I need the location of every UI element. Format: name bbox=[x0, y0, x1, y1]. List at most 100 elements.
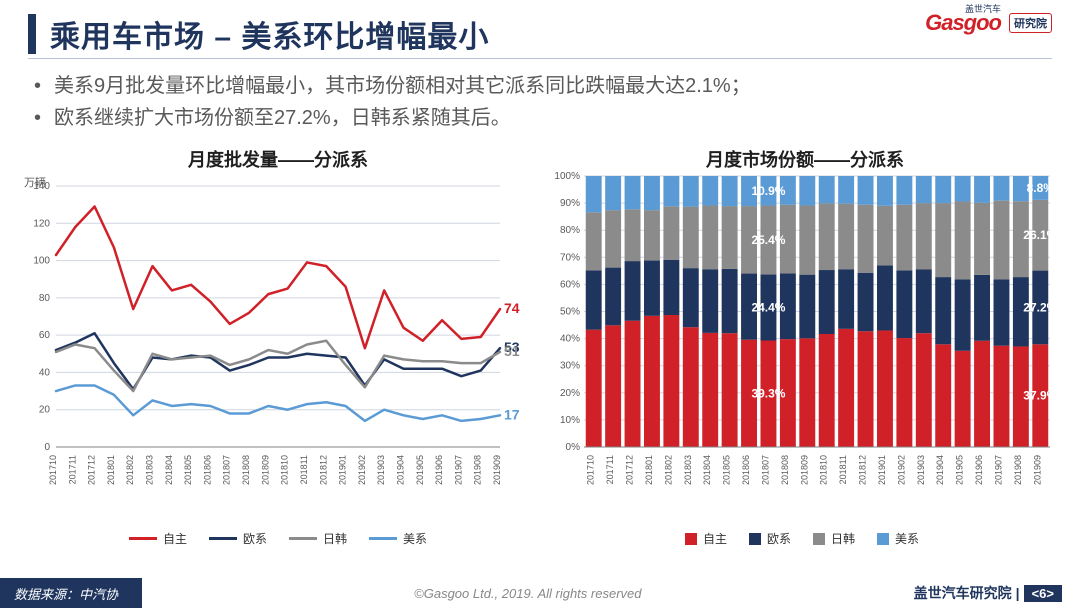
svg-text:30%: 30% bbox=[560, 361, 580, 372]
svg-text:120: 120 bbox=[33, 218, 50, 229]
logo-cn: 盖世汽车 bbox=[965, 2, 1001, 15]
svg-text:201904: 201904 bbox=[935, 455, 945, 485]
svg-text:201905: 201905 bbox=[415, 455, 425, 485]
legend-label: 美系 bbox=[895, 530, 919, 547]
svg-text:201811: 201811 bbox=[838, 455, 848, 484]
legend-swatch bbox=[685, 533, 697, 545]
svg-text:201808: 201808 bbox=[241, 455, 251, 485]
svg-text:201909: 201909 bbox=[1032, 455, 1042, 485]
svg-text:27.2%: 27.2% bbox=[1023, 300, 1057, 314]
footer: 数据来源：中汽协 ©Gasgoo Ltd., 2019. All rights … bbox=[0, 578, 1080, 608]
legend-item: 日韩 bbox=[289, 530, 347, 547]
svg-text:17: 17 bbox=[504, 406, 520, 422]
footer-page-num: <6> bbox=[1024, 585, 1062, 602]
svg-text:201802: 201802 bbox=[125, 455, 135, 485]
svg-text:10%: 10% bbox=[560, 415, 580, 426]
legend-swatch bbox=[813, 533, 825, 545]
legend-label: 美系 bbox=[403, 530, 427, 547]
legend-swatch bbox=[129, 537, 157, 540]
legend-swatch bbox=[369, 537, 397, 540]
svg-text:201810: 201810 bbox=[280, 455, 290, 485]
svg-text:201807: 201807 bbox=[222, 455, 232, 485]
legend-label: 日韩 bbox=[831, 530, 855, 547]
bar-chart-title: 月度市场份额——分派系 bbox=[555, 146, 1055, 172]
svg-text:201710: 201710 bbox=[48, 455, 58, 485]
svg-text:201812: 201812 bbox=[318, 455, 328, 485]
svg-text:8.8%: 8.8% bbox=[1027, 181, 1055, 195]
svg-text:201711: 201711 bbox=[605, 455, 615, 484]
svg-text:39.3%: 39.3% bbox=[751, 387, 785, 401]
svg-text:201809: 201809 bbox=[260, 455, 270, 485]
svg-text:201802: 201802 bbox=[663, 455, 673, 485]
bullet-list: 美系9月批发量环比增幅最小，其市场份额相对其它派系同比跌幅最大达2.1%； 欧系… bbox=[28, 70, 1052, 134]
svg-text:201903: 201903 bbox=[916, 455, 926, 485]
svg-text:201906: 201906 bbox=[434, 455, 444, 485]
svg-text:201908: 201908 bbox=[473, 455, 483, 485]
svg-text:201902: 201902 bbox=[357, 455, 367, 485]
svg-text:201805: 201805 bbox=[183, 455, 193, 485]
svg-text:37.9%: 37.9% bbox=[1023, 389, 1057, 403]
svg-text:201909: 201909 bbox=[492, 455, 502, 485]
bullet-item: 美系9月批发量环比增幅最小，其市场份额相对其它派系同比跌幅最大达2.1%； bbox=[28, 70, 1052, 102]
svg-text:201803: 201803 bbox=[683, 455, 693, 485]
svg-text:201711: 201711 bbox=[67, 455, 77, 484]
svg-text:201901: 201901 bbox=[338, 455, 348, 485]
legend-label: 日韩 bbox=[323, 530, 347, 547]
svg-text:201907: 201907 bbox=[993, 455, 1003, 485]
svg-text:26.1%: 26.1% bbox=[1023, 228, 1057, 242]
svg-text:40: 40 bbox=[39, 367, 51, 378]
svg-text:80%: 80% bbox=[560, 225, 580, 236]
page-title: 乘用车市场 – 美系环比增幅最小 bbox=[50, 12, 489, 56]
svg-text:201803: 201803 bbox=[145, 455, 155, 485]
svg-text:60: 60 bbox=[39, 330, 51, 341]
svg-text:201804: 201804 bbox=[702, 455, 712, 485]
legend-swatch bbox=[209, 537, 237, 540]
svg-text:201801: 201801 bbox=[106, 455, 116, 485]
svg-text:201811: 201811 bbox=[299, 455, 309, 484]
svg-text:201806: 201806 bbox=[741, 455, 751, 485]
y-unit-label: 万辆 bbox=[24, 174, 46, 190]
footer-divider: | bbox=[1016, 585, 1020, 601]
svg-text:50%: 50% bbox=[560, 307, 580, 318]
line-chart-legend: 自主 欧系 日韩 美系 bbox=[28, 530, 528, 547]
svg-text:70%: 70% bbox=[560, 252, 580, 263]
svg-text:201901: 201901 bbox=[877, 455, 887, 485]
bar-chart: 0%10%20%30%40%50%60%70%80%90%100%39.3%24… bbox=[548, 172, 1058, 505]
footer-page-label: 盖世汽车研究院 bbox=[914, 583, 1012, 603]
title-accent bbox=[28, 14, 36, 54]
svg-text:90%: 90% bbox=[560, 198, 580, 209]
svg-text:201906: 201906 bbox=[974, 455, 984, 485]
footer-copyright: ©Gasgoo Ltd., 2019. All rights reserved bbox=[142, 586, 914, 601]
footer-page: 盖世汽车研究院 | <6> bbox=[914, 583, 1080, 603]
svg-text:24.4%: 24.4% bbox=[751, 300, 785, 314]
legend-label: 欧系 bbox=[243, 530, 267, 547]
svg-text:0: 0 bbox=[44, 442, 50, 453]
legend-swatch bbox=[289, 537, 317, 540]
legend-item: 自主 bbox=[685, 530, 727, 547]
legend-label: 自主 bbox=[163, 530, 187, 547]
svg-text:100: 100 bbox=[33, 256, 50, 267]
svg-text:201810: 201810 bbox=[819, 455, 829, 485]
title-bar: 乘用车市场 – 美系环比增幅最小 bbox=[28, 12, 489, 56]
legend-item: 自主 bbox=[129, 530, 187, 547]
svg-text:201904: 201904 bbox=[395, 455, 405, 485]
legend-item: 美系 bbox=[877, 530, 919, 547]
svg-text:201804: 201804 bbox=[164, 455, 174, 485]
svg-text:100%: 100% bbox=[554, 172, 580, 182]
svg-text:201712: 201712 bbox=[625, 455, 635, 485]
line-chart-title: 月度批发量——分派系 bbox=[28, 146, 528, 172]
svg-text:10.9%: 10.9% bbox=[751, 184, 785, 198]
line-chart: 万辆 0204060801001201407453511720171020171… bbox=[20, 172, 530, 505]
svg-text:20: 20 bbox=[39, 405, 51, 416]
svg-text:201905: 201905 bbox=[955, 455, 965, 485]
svg-text:201806: 201806 bbox=[202, 455, 212, 485]
legend-label: 自主 bbox=[703, 530, 727, 547]
bar-chart-legend: 自主 欧系 日韩 美系 bbox=[552, 530, 1052, 547]
legend-item: 欧系 bbox=[749, 530, 791, 547]
legend-swatch bbox=[877, 533, 889, 545]
svg-text:40%: 40% bbox=[560, 334, 580, 345]
svg-text:20%: 20% bbox=[560, 388, 580, 399]
legend-item: 美系 bbox=[369, 530, 427, 547]
svg-text:201902: 201902 bbox=[896, 455, 906, 485]
svg-text:201808: 201808 bbox=[780, 455, 790, 485]
